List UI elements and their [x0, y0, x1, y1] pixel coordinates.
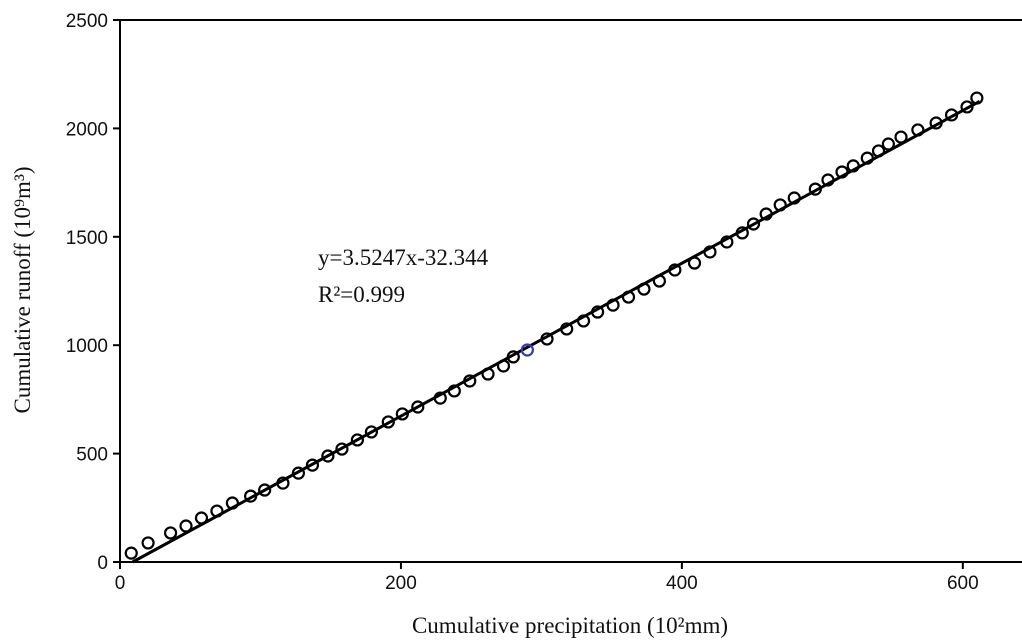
- point: [746, 217, 761, 231]
- point: [225, 496, 239, 510]
- x-tick-label: 200: [385, 573, 417, 594]
- point: [520, 343, 534, 357]
- point: [637, 282, 651, 296]
- point: [163, 526, 178, 540]
- point: [560, 322, 574, 336]
- point: [773, 198, 787, 212]
- point: [808, 182, 822, 196]
- point: [506, 350, 520, 364]
- point: [871, 144, 886, 158]
- point: [395, 407, 409, 421]
- point: [481, 367, 495, 381]
- point: [929, 116, 943, 130]
- point: [881, 137, 895, 151]
- point: [350, 433, 364, 447]
- point: [835, 165, 849, 179]
- point: [894, 130, 908, 144]
- point: [447, 384, 461, 398]
- point: [576, 314, 591, 328]
- point: [364, 425, 379, 439]
- point: [860, 151, 874, 165]
- x-tick-label: 0: [115, 573, 126, 594]
- point: [210, 504, 224, 518]
- point: [179, 519, 193, 533]
- point: [305, 458, 320, 472]
- point: [321, 449, 335, 463]
- point: [787, 191, 801, 205]
- point: [433, 391, 447, 405]
- x-axis-label: Cumulative precipitation (10²mm): [412, 613, 728, 638]
- point: [141, 536, 155, 550]
- x-tick-label: 400: [666, 573, 698, 594]
- point: [124, 546, 138, 560]
- point: [194, 511, 209, 525]
- point: [606, 298, 620, 312]
- point: [687, 256, 702, 270]
- y-tick-label: 1000: [66, 336, 108, 357]
- point: [590, 305, 605, 319]
- annotation: y=3.5247x-32.344: [318, 245, 489, 270]
- point: [821, 173, 835, 187]
- point: [540, 332, 554, 346]
- point: [335, 442, 349, 456]
- annotation: R²=0.999: [318, 282, 405, 307]
- point: [621, 290, 636, 304]
- point: [735, 226, 749, 240]
- y-tick-label: 2000: [66, 119, 108, 140]
- point: [244, 489, 258, 503]
- y-tick-label: 500: [76, 445, 108, 466]
- point: [496, 359, 511, 373]
- point: [668, 263, 682, 277]
- point: [652, 274, 667, 288]
- point: [911, 123, 925, 137]
- point: [960, 100, 974, 114]
- point: [759, 207, 773, 221]
- point: [463, 374, 477, 388]
- point: [291, 466, 305, 480]
- x-tick-label: 600: [947, 573, 979, 594]
- point: [381, 415, 395, 429]
- point: [846, 159, 860, 173]
- point: [970, 91, 984, 105]
- y-tick-label: 0: [97, 553, 108, 574]
- point: [944, 108, 959, 122]
- point: [276, 476, 290, 490]
- fit-line: [131, 99, 981, 564]
- y-tick-label: 1500: [66, 228, 108, 249]
- point: [258, 483, 272, 497]
- point: [720, 235, 734, 249]
- point: [411, 400, 425, 414]
- point: [703, 245, 717, 259]
- y-axis-label: Cumulative runoff (10⁹m³): [10, 166, 35, 413]
- y-tick-label: 2500: [66, 11, 108, 32]
